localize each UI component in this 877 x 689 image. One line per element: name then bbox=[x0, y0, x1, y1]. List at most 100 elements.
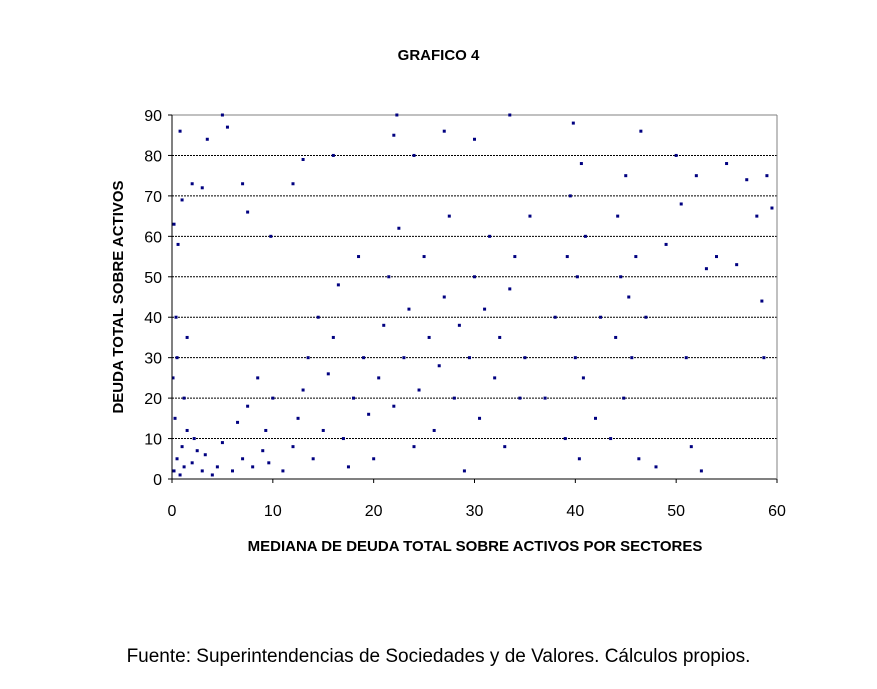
data-point bbox=[528, 214, 532, 218]
data-point bbox=[624, 174, 628, 178]
data-point bbox=[473, 137, 476, 141]
data-point bbox=[634, 255, 638, 259]
data-point bbox=[185, 335, 189, 339]
data-point bbox=[478, 416, 482, 420]
x-tick-label: 60 bbox=[768, 503, 786, 520]
data-point bbox=[241, 182, 245, 186]
data-point bbox=[622, 396, 626, 400]
data-point bbox=[172, 222, 176, 226]
data-point bbox=[503, 445, 507, 449]
data-point bbox=[462, 469, 466, 473]
data-point bbox=[412, 445, 416, 449]
data-point bbox=[575, 275, 579, 279]
data-point bbox=[192, 437, 196, 441]
points bbox=[171, 113, 774, 477]
source-note: Fuente: Superintendencias de Sociedades … bbox=[126, 646, 751, 667]
data-point bbox=[346, 465, 350, 469]
y-tick-label: 70 bbox=[144, 189, 162, 206]
data-point bbox=[171, 376, 175, 380]
data-point bbox=[553, 315, 557, 319]
data-point bbox=[735, 263, 739, 267]
x-tick-label: 30 bbox=[466, 503, 484, 520]
data-point bbox=[508, 287, 512, 291]
data-point bbox=[377, 376, 381, 380]
data-point bbox=[174, 315, 178, 319]
data-point bbox=[644, 315, 648, 319]
data-point bbox=[599, 315, 603, 319]
data-point bbox=[684, 356, 688, 360]
data-point bbox=[195, 449, 199, 453]
data-point bbox=[200, 186, 204, 190]
chart-title: GRAFICO 4 bbox=[397, 47, 480, 64]
y-tick-label: 30 bbox=[144, 351, 162, 368]
data-point bbox=[205, 137, 209, 141]
data-point bbox=[173, 416, 177, 420]
data-point bbox=[321, 428, 325, 432]
data-point bbox=[251, 465, 255, 469]
data-point bbox=[210, 473, 214, 477]
data-point bbox=[367, 412, 371, 416]
data-point bbox=[392, 133, 396, 137]
x-tick-label: 20 bbox=[365, 503, 383, 520]
data-point bbox=[261, 449, 265, 453]
data-point bbox=[493, 376, 497, 380]
data-point bbox=[422, 255, 426, 259]
data-point bbox=[190, 182, 194, 186]
data-point bbox=[180, 445, 184, 449]
data-point bbox=[745, 178, 749, 182]
data-point bbox=[581, 376, 585, 380]
data-point bbox=[175, 356, 179, 360]
data-point bbox=[271, 396, 275, 400]
data-point bbox=[182, 465, 186, 469]
data-point bbox=[473, 275, 476, 279]
y-tick-label: 60 bbox=[144, 229, 162, 246]
data-point bbox=[397, 226, 401, 230]
data-point bbox=[311, 457, 315, 461]
data-point bbox=[483, 307, 487, 311]
data-point bbox=[392, 404, 396, 408]
data-point bbox=[543, 396, 547, 400]
data-point bbox=[614, 335, 618, 339]
data-point bbox=[577, 457, 581, 461]
data-point bbox=[395, 113, 399, 117]
data-point bbox=[664, 242, 668, 246]
data-point bbox=[568, 194, 572, 198]
data-point bbox=[336, 283, 340, 287]
data-point bbox=[760, 299, 764, 303]
data-point bbox=[699, 469, 703, 473]
data-point bbox=[264, 428, 268, 432]
data-point bbox=[630, 356, 634, 360]
data-point bbox=[417, 388, 421, 392]
data-point bbox=[352, 396, 355, 400]
data-point bbox=[639, 129, 643, 133]
data-point bbox=[518, 396, 522, 400]
data-point bbox=[594, 416, 597, 420]
data-point bbox=[442, 295, 446, 299]
data-point bbox=[498, 335, 502, 339]
data-point bbox=[176, 242, 180, 246]
y-tick-label: 20 bbox=[144, 391, 162, 408]
data-point bbox=[427, 335, 431, 339]
data-point bbox=[694, 174, 698, 178]
data-point bbox=[316, 315, 320, 319]
data-point bbox=[331, 153, 335, 157]
x-tick-label: 0 bbox=[168, 503, 177, 520]
data-point bbox=[281, 469, 285, 473]
data-point bbox=[267, 461, 271, 465]
data-point bbox=[755, 214, 759, 218]
data-point bbox=[301, 388, 305, 392]
y-tick-label: 80 bbox=[144, 148, 162, 165]
data-point bbox=[508, 113, 512, 117]
data-point bbox=[674, 153, 678, 157]
y-tick-label: 0 bbox=[153, 472, 162, 489]
data-point bbox=[246, 404, 250, 408]
data-point bbox=[203, 453, 207, 457]
x-tick-label: 40 bbox=[566, 503, 584, 520]
data-point bbox=[407, 307, 411, 311]
data-point bbox=[432, 428, 436, 432]
y-axis-label: DEUDA TOTAL SOBRE ACTIVOS bbox=[110, 180, 127, 413]
x-axis-label: MEDIANA DE DEUDA TOTAL SOBRE ACTIVOS POR… bbox=[247, 538, 703, 555]
y-tick-label: 90 bbox=[144, 108, 162, 125]
data-point bbox=[200, 469, 204, 473]
